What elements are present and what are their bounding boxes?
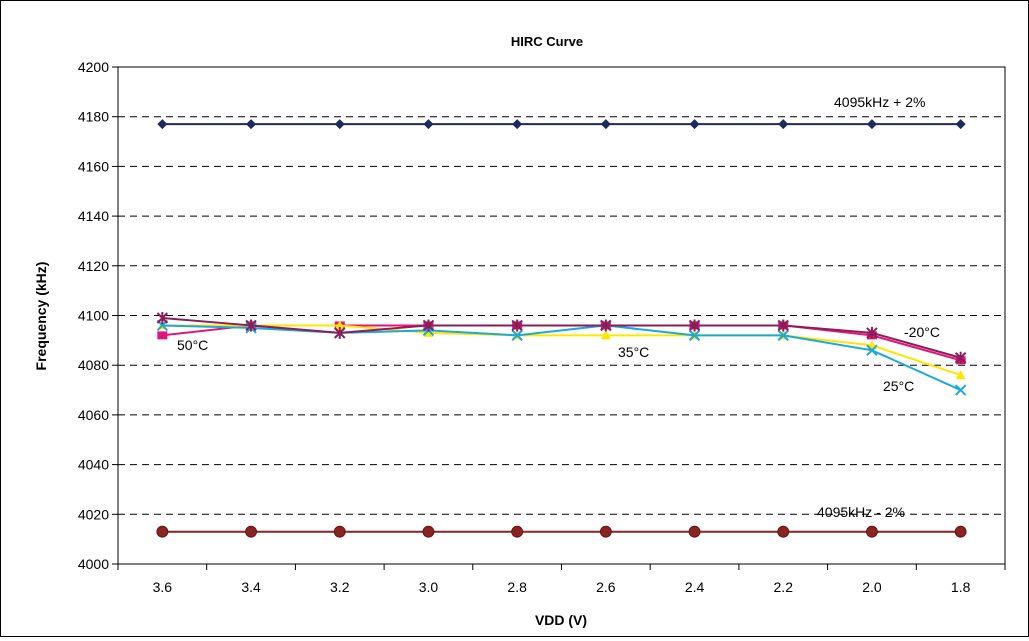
data-point: [866, 525, 878, 538]
series-1: [156, 525, 967, 538]
data-point: [157, 119, 168, 130]
data-point: [688, 319, 701, 332]
data-point: [423, 119, 434, 130]
x-tick-label: 2.6: [596, 579, 616, 595]
y-tick-label: 4100: [78, 308, 109, 324]
x-axis-label: VDD (V): [535, 612, 587, 628]
data-point: [954, 351, 967, 364]
series-group: [156, 119, 967, 538]
series-line: [162, 324, 961, 377]
annotation-lower-limit: 4095kHz - 2%: [817, 504, 905, 520]
x-tick-label: 2.8: [507, 579, 527, 595]
plot-area-border: [117, 66, 1006, 565]
data-point: [777, 525, 790, 538]
data-point: [334, 326, 346, 339]
annotation-minus20c: -20°C: [904, 324, 940, 340]
data-point: [156, 525, 169, 538]
data-point: [955, 370, 966, 380]
x-tick-label: 1.8: [951, 579, 971, 595]
x-tick-labels: 3.6 3.4 3.2 3.0 2.8 2.6 2.4 2.2 2.0 1.8: [153, 579, 971, 595]
data-point: [512, 119, 523, 130]
data-point: [334, 320, 345, 330]
y-tick-label: 4140: [78, 208, 109, 224]
y-tick-label: 4060: [78, 407, 109, 423]
gridlines: [112, 66, 1006, 570]
data-point: [954, 525, 967, 538]
series-0: [157, 119, 966, 130]
data-point: [866, 119, 877, 130]
y-tick-label: 4180: [78, 109, 109, 125]
data-point: [599, 525, 612, 538]
series-line: [162, 324, 962, 391]
y-tick-label: 4000: [78, 556, 109, 572]
data-point: [156, 311, 169, 324]
data-point: [688, 329, 701, 342]
data-point: [423, 327, 434, 337]
x-tick-label: 3.2: [330, 579, 350, 595]
data-point: [954, 384, 967, 396]
data-point: [422, 319, 435, 332]
data-point: [157, 331, 168, 340]
x-tick-label: 3.0: [419, 579, 439, 595]
y-tick-label: 4020: [78, 506, 109, 522]
x-tick-label: 2.0: [862, 579, 882, 595]
data-point: [866, 344, 878, 356]
data-point: [511, 525, 524, 538]
data-point: [689, 119, 700, 130]
data-point: [777, 319, 789, 332]
x-tick-label: 3.4: [241, 579, 261, 595]
y-tick-label: 4200: [78, 59, 109, 75]
y-tick-label: 4080: [78, 357, 109, 373]
data-point: [511, 319, 523, 332]
data-point: [955, 119, 966, 130]
annotation-50c: 50°C: [177, 337, 208, 353]
data-point: [245, 525, 257, 538]
y-tick-label: 4160: [78, 158, 109, 174]
data-point: [600, 319, 612, 332]
series-line: [162, 316, 961, 359]
data-point: [246, 119, 257, 130]
y-axis-label: Frequency (kHz): [33, 262, 49, 371]
data-point: [778, 119, 789, 130]
data-point: [600, 330, 611, 340]
data-point: [334, 119, 345, 130]
series-5: [156, 311, 967, 364]
data-point: [866, 326, 878, 339]
annotation-35c: 35°C: [618, 344, 649, 360]
data-point: [333, 525, 346, 538]
data-point: [600, 119, 611, 130]
annotation-upper-limit: 4095kHz + 2%: [834, 94, 925, 110]
x-tick-label: 3.6: [153, 579, 173, 595]
x-tick-label: 2.4: [685, 579, 705, 595]
chart-title: HIRC Curve: [511, 34, 583, 49]
annotation-25c: 25°C: [883, 378, 914, 394]
data-point: [511, 329, 523, 342]
data-point: [245, 319, 257, 332]
y-tick-label: 4120: [78, 258, 109, 274]
y-tick-labels: 4000 4020 4040 4060 4080 4100 4120 4140 4160 4180…: [78, 59, 109, 572]
y-tick-label: 4040: [78, 457, 109, 473]
x-tick-label: 2.2: [774, 579, 794, 595]
data-point: [777, 329, 789, 342]
data-point: [688, 525, 701, 538]
data-point: [422, 525, 435, 538]
